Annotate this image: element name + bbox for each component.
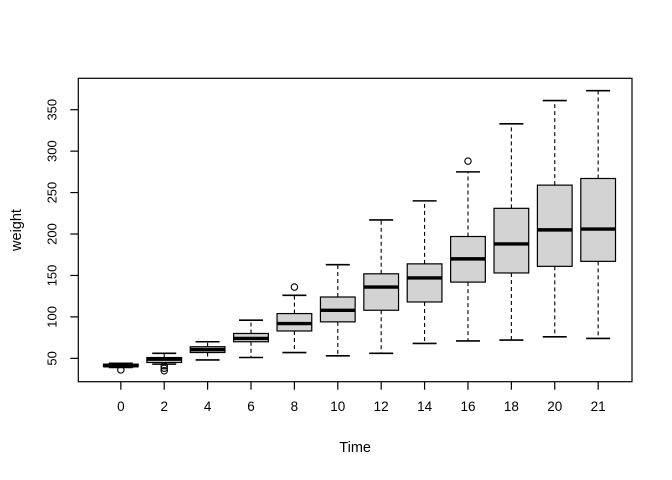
x-tick-label: 20 [547,399,562,414]
outlier-point [160,364,168,373]
x-tick-label: 21 [591,399,606,414]
x-tick-label: 10 [330,399,345,414]
iqr-box [406,263,443,303]
y-tick-label: 100 [45,306,60,328]
y-tick-label: 250 [45,182,60,204]
x-tick-label: 0 [117,399,125,414]
x-axis-title: Time [339,440,371,456]
y-tick-label: 200 [45,223,60,245]
iqr-box [580,177,617,262]
iqr-box [493,207,530,274]
outlier-point [117,366,125,374]
x-tick-label: 12 [374,399,389,414]
y-tick-label: 150 [45,265,60,287]
y-tick-label: 50 [45,351,60,365]
outlier-point [464,157,472,165]
x-tick-label: 14 [417,399,433,414]
y-tick-label: 300 [45,140,60,162]
x-tick-label: 8 [291,399,299,414]
plot-frame [77,77,633,383]
iqr-box [536,184,573,267]
x-tick-label: 2 [160,399,168,414]
x-tick-label: 6 [247,399,255,414]
x-tick-label: 16 [460,399,475,414]
outlier-point [290,283,299,291]
y-tick-label: 350 [45,99,60,121]
y-axis-title: weight [9,209,25,252]
x-tick-label: 4 [204,399,212,414]
x-tick-label: 18 [504,399,519,414]
outlier-point [160,362,168,370]
outlier-point [160,367,168,375]
iqr-box [363,273,400,311]
